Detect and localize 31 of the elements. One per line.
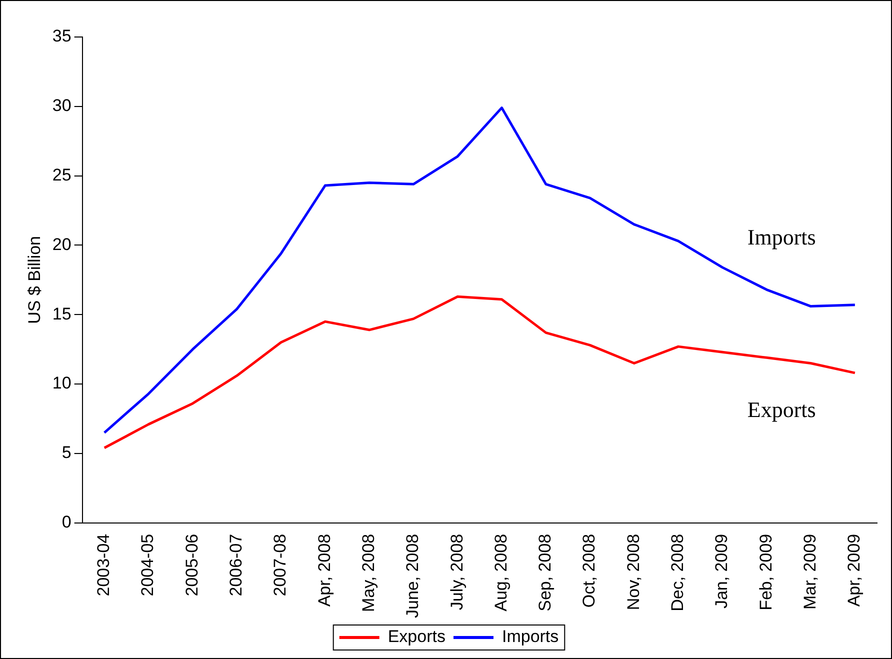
x-tick-label: Aug, 2008 bbox=[491, 534, 510, 612]
x-tick-label: 2004-05 bbox=[138, 534, 158, 596]
x-tick-label: July, 2008 bbox=[447, 534, 466, 610]
y-tick-label: 25 bbox=[52, 166, 72, 185]
x-tick-label: Sep, 2008 bbox=[536, 534, 555, 612]
y-tick-label: 5 bbox=[62, 443, 72, 462]
y-tick-label: 0 bbox=[62, 512, 72, 532]
x-tick-label: June, 2008 bbox=[403, 534, 422, 618]
x-tick-label: Oct, 2008 bbox=[580, 534, 599, 608]
legend-label: Exports bbox=[388, 627, 446, 646]
x-tick-label: Dec, 2008 bbox=[668, 534, 688, 612]
y-tick-label: 35 bbox=[52, 26, 72, 46]
y-axis-title: US $ Billion bbox=[24, 236, 44, 324]
annotation: Imports bbox=[747, 224, 816, 250]
x-tick-label: 2007-08 bbox=[270, 534, 290, 596]
y-tick-label: 10 bbox=[52, 374, 72, 393]
x-tick-label: Feb, 2009 bbox=[756, 534, 776, 610]
y-tick-label: 30 bbox=[52, 96, 72, 116]
y-tick-label: 20 bbox=[52, 234, 72, 254]
x-tick-label: 2003-04 bbox=[94, 534, 114, 596]
x-tick-label: Jan, 2009 bbox=[712, 534, 732, 609]
x-tick-label: 2005-06 bbox=[182, 534, 202, 596]
x-tick-label: May, 2008 bbox=[358, 534, 378, 612]
legend-label: Imports bbox=[502, 627, 559, 646]
annotation: Exports bbox=[747, 396, 816, 422]
x-tick-label: 2006-07 bbox=[226, 534, 246, 596]
x-tick-label: Mar, 2009 bbox=[800, 534, 820, 610]
x-tick-label: Apr, 2009 bbox=[844, 534, 864, 607]
x-tick-label: Apr, 2008 bbox=[314, 534, 334, 607]
x-tick-label: Nov, 2008 bbox=[624, 534, 643, 610]
y-tick-label: 15 bbox=[52, 304, 72, 324]
